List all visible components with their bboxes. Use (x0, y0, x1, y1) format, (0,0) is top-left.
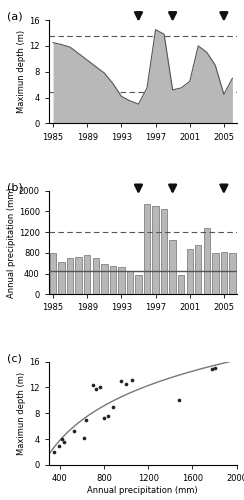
Point (124, 380, 128, 388)
X-axis label: Annual precipitation (mm): Annual precipitation (mm) (87, 486, 198, 495)
Point (91, 382, 95, 390)
Bar (178, 274, 184, 294)
Text: (b): (b) (8, 182, 23, 192)
Point (210, 366, 214, 374)
Point (177, 396, 181, 404)
Point (111, 404, 115, 411)
Bar (195, 245, 202, 294)
Point (57, 442, 61, 450)
Bar (144, 204, 150, 294)
Point (60, 435, 64, 443)
Bar (152, 206, 159, 294)
Bar (84, 255, 91, 294)
Bar (169, 240, 176, 294)
Bar (50, 253, 56, 294)
Point (82, 434, 86, 442)
Point (107, 412, 111, 420)
Point (98, 384, 102, 392)
Point (102, 414, 106, 422)
Y-axis label: Maximun depth (m): Maximun depth (m) (17, 372, 26, 455)
Bar (212, 254, 219, 294)
Bar (67, 258, 73, 294)
Y-axis label: Maximun depth (m): Maximun depth (m) (17, 30, 26, 114)
Point (119, 377, 122, 385)
Point (130, 376, 134, 384)
Bar (58, 262, 65, 294)
Point (84, 416, 88, 424)
Point (72, 428, 76, 436)
Bar (75, 257, 82, 294)
Bar (110, 266, 116, 294)
Bar (221, 252, 227, 294)
Bar (186, 249, 193, 294)
Bar (127, 272, 133, 294)
Bar (118, 267, 125, 294)
Bar (101, 264, 108, 294)
Bar (229, 253, 236, 294)
Text: (c): (c) (8, 353, 22, 363)
Point (62, 438, 66, 446)
Y-axis label: Annual precipitation (mm): Annual precipitation (mm) (7, 187, 16, 298)
Point (52, 448, 56, 456)
Bar (203, 228, 210, 294)
Text: (a): (a) (8, 12, 23, 22)
Point (94, 384, 98, 392)
Point (213, 364, 216, 372)
Bar (135, 274, 142, 294)
Bar (92, 258, 99, 294)
Bar (161, 209, 167, 294)
